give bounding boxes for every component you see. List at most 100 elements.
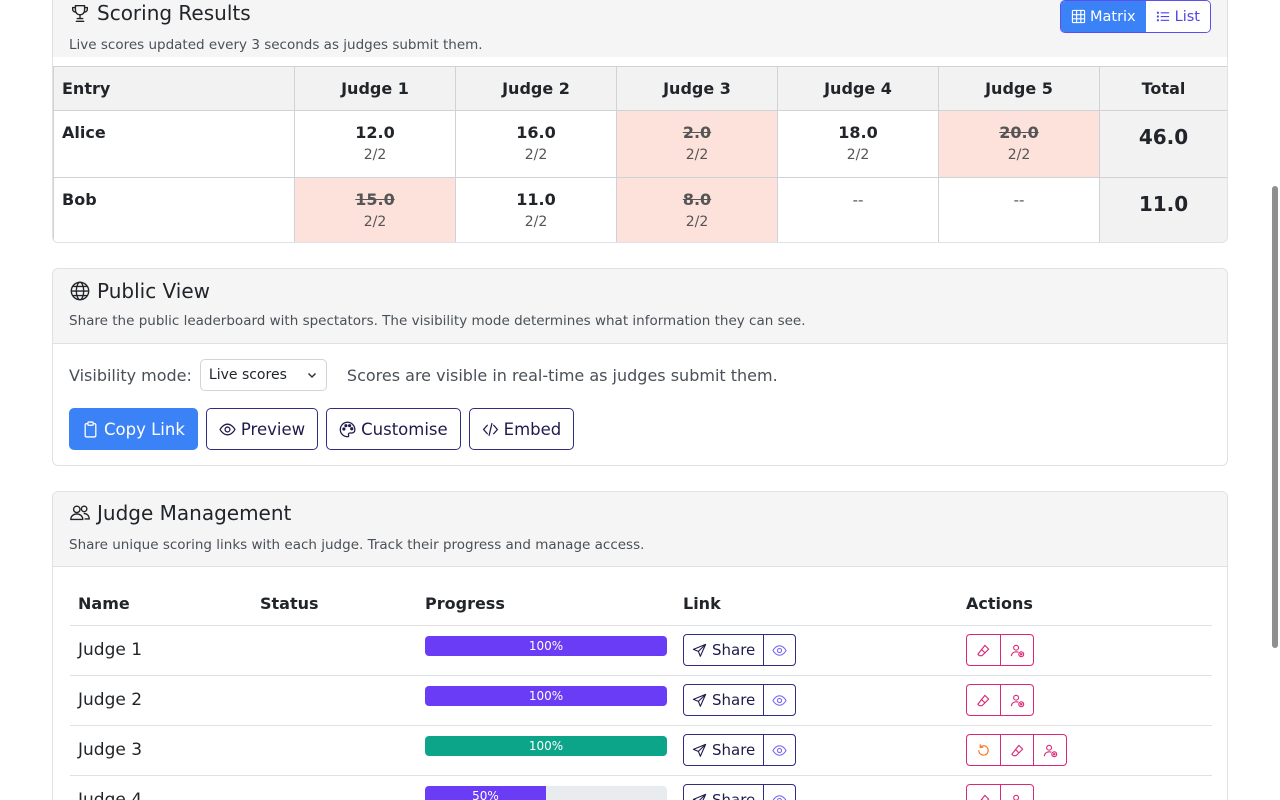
scoring-title-text: Scoring Results xyxy=(97,1,251,25)
score-count: 2/2 xyxy=(1007,147,1031,163)
clear-scores-button[interactable] xyxy=(1000,735,1033,765)
eraser-icon xyxy=(980,794,990,800)
eye-icon xyxy=(772,744,787,756)
progress-cell: 100% xyxy=(417,625,675,676)
progress-fill: 100% xyxy=(425,636,667,656)
judges-table: Name Status Progress Link Actions Judge … xyxy=(70,583,1212,800)
copy-link-button[interactable]: Copy Link xyxy=(69,408,198,450)
customise-button[interactable]: Customise xyxy=(326,408,461,450)
judge-row: Judge 4 50% Share xyxy=(70,775,1212,800)
col-name: Name xyxy=(70,583,252,626)
score-value: 2.0 xyxy=(682,123,712,142)
public-view-header: Public View Share the public leaderboard… xyxy=(53,269,1227,344)
visibility-mode-select[interactable]: Live scores xyxy=(199,359,327,391)
judge-row: Judge 2 100% Share xyxy=(70,675,1212,726)
send-icon xyxy=(692,743,707,757)
eye-icon xyxy=(219,423,236,435)
view-link-button[interactable] xyxy=(763,735,795,765)
scoring-results-card: Scoring Results Live scores updated ever… xyxy=(52,0,1228,243)
copy-link-label: Copy Link xyxy=(104,419,185,439)
customise-label: Customise xyxy=(361,419,448,439)
embed-button[interactable]: Embed xyxy=(468,408,575,450)
share-button[interactable]: Share xyxy=(684,685,763,715)
public-view-actions: Copy Link Preview Customise Embed xyxy=(69,408,575,450)
reset-icon xyxy=(978,743,989,756)
preview-label: Preview xyxy=(240,419,306,439)
judges-table-body: Judge 1 100% Share Judge 2 100% Share Judge 3 1… xyxy=(70,625,1212,800)
link-cell: Share xyxy=(675,725,958,776)
judge-management-title-text: Judge Management xyxy=(97,501,292,525)
progress-cell: 50% xyxy=(417,775,675,800)
link-cell: Share xyxy=(675,675,958,726)
embed-label: Embed xyxy=(503,419,562,439)
remove-judge-button[interactable] xyxy=(1000,685,1033,715)
header-judge-2: Judge 2 xyxy=(455,66,617,111)
score-count: 2/2 xyxy=(363,147,387,163)
people-icon xyxy=(70,505,90,521)
grid-icon xyxy=(1071,9,1086,24)
remove-judge-button[interactable] xyxy=(1033,735,1066,765)
share-button[interactable]: Share xyxy=(684,635,763,665)
list-view-button[interactable]: List xyxy=(1145,1,1210,32)
clear-scores-button[interactable] xyxy=(967,785,1000,800)
score-count: 2/2 xyxy=(524,214,548,230)
remove-judge-button[interactable] xyxy=(1000,785,1033,800)
progress-fill: 100% xyxy=(425,686,667,706)
eraser-icon xyxy=(977,694,990,706)
actions-cell xyxy=(958,775,1212,800)
judge-management-header: Judge Management Share unique scoring li… xyxy=(53,492,1227,567)
palette-icon xyxy=(339,421,356,437)
col-link: Link xyxy=(675,583,958,626)
preview-button[interactable]: Preview xyxy=(205,408,319,450)
matrix-row-bob: Bob 15.0 2/2 11.0 2/2 8.0 2/2 -- -- 11.0 xyxy=(53,177,1227,242)
score-value: 20.0 xyxy=(999,123,1039,142)
share-button[interactable]: Share xyxy=(684,735,763,765)
header-entry: Entry xyxy=(53,66,295,111)
remove-user-icon xyxy=(1043,744,1057,757)
send-icon xyxy=(692,643,707,657)
remove-user-icon xyxy=(1010,694,1024,707)
visibility-description: Scores are visible in real-time as judge… xyxy=(346,365,778,385)
share-button[interactable]: Share xyxy=(684,785,763,800)
view-link-button[interactable] xyxy=(763,685,795,715)
view-link-button[interactable] xyxy=(763,635,795,665)
score-value: 16.0 xyxy=(516,123,556,142)
score-placeholder: -- xyxy=(1013,191,1025,209)
matrix-view-button[interactable]: Matrix xyxy=(1060,1,1146,32)
remove-judge-button[interactable] xyxy=(1000,635,1033,665)
send-icon xyxy=(692,693,707,707)
score-cell: 11.0 2/2 xyxy=(455,177,617,242)
clear-scores-button[interactable] xyxy=(967,685,1000,715)
reset-button[interactable] xyxy=(967,735,1000,765)
score-value: 18.0 xyxy=(838,123,878,142)
share-group: Share xyxy=(683,784,797,800)
remove-user-icon xyxy=(1010,644,1024,657)
actions-group xyxy=(966,734,1067,766)
eraser-icon xyxy=(1010,744,1023,756)
header-judge-3: Judge 3 xyxy=(616,66,778,111)
visibility-selected-value: Live scores xyxy=(208,367,287,383)
judge-management-title: Judge Management xyxy=(69,501,291,525)
code-icon xyxy=(482,422,498,436)
page-scrollbar[interactable] xyxy=(1272,186,1278,648)
judge-status xyxy=(252,675,417,726)
score-value: 8.0 xyxy=(682,190,712,209)
total-score: 11.0 xyxy=(1099,177,1227,242)
score-count: 2/2 xyxy=(524,147,548,163)
list-label: List xyxy=(1174,8,1200,25)
public-view-title: Public View xyxy=(69,279,210,303)
header-judge-4: Judge 4 xyxy=(777,66,939,111)
share-group: Share xyxy=(683,734,797,766)
clear-scores-button[interactable] xyxy=(967,635,1000,665)
score-cell: 12.0 2/2 xyxy=(294,110,456,178)
scoring-title: Scoring Results xyxy=(69,1,251,25)
globe-icon xyxy=(70,281,90,301)
view-link-button[interactable] xyxy=(763,785,795,800)
score-cell-dropped: 2.0 2/2 xyxy=(616,110,778,178)
judge-name: Judge 3 xyxy=(70,725,252,776)
scoring-header: Scoring Results Live scores updated ever… xyxy=(53,0,1227,57)
judges-header-row: Name Status Progress Link Actions xyxy=(70,583,1212,626)
score-cell-empty: -- xyxy=(777,177,939,242)
share-label: Share xyxy=(712,791,756,800)
score-count: 2/2 xyxy=(363,214,387,230)
